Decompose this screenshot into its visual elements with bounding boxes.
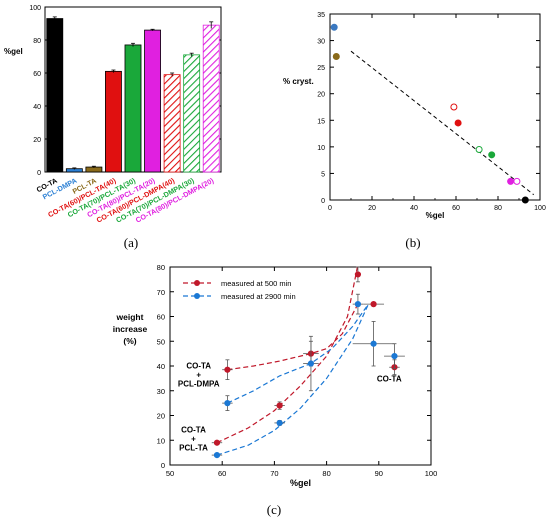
data-point: [332, 53, 340, 61]
legend-label: measured at 2900 min: [221, 292, 296, 301]
fit-curve: [227, 303, 359, 371]
x-tick-label: 40: [410, 205, 418, 212]
x-tick-label: 80: [322, 469, 330, 478]
data-point: [513, 177, 521, 185]
data-point: [391, 353, 398, 360]
data-point: [330, 23, 338, 31]
data-point: [475, 146, 483, 154]
y-axis-label: % cryst.: [283, 77, 314, 86]
y-tick-label: 5: [321, 171, 325, 178]
annotation-label: PCL-TA: [179, 444, 208, 453]
y-tick-label: 60: [157, 313, 165, 322]
data-point: [224, 400, 231, 407]
annotation-label: CO-TA: [377, 374, 402, 383]
data-point: [276, 419, 283, 427]
bar: [105, 70, 122, 173]
data-point: [307, 360, 315, 367]
y-tick-label: 20: [157, 412, 165, 421]
x-tick-label: 100: [425, 469, 438, 478]
data-point: [213, 439, 221, 446]
y-tick-label: 60: [33, 71, 41, 78]
y-tick-label: 40: [33, 104, 41, 111]
x-tick-label: 70: [270, 469, 278, 478]
data-point: [488, 151, 496, 159]
x-tick-label: 50: [166, 469, 174, 478]
data-point: [450, 103, 458, 111]
y-axis-label: weight: [116, 312, 144, 322]
legend-label: measured at 500 min: [221, 279, 291, 288]
x-axis-label: %gel: [290, 478, 311, 488]
y-tick-label: 50: [157, 337, 165, 346]
panel-b-caption: (b): [405, 235, 420, 250]
panel-b-scatter-chart: 0 5 10 15 20 25 30 35 0 20 40 60 80 100 % cryst. %gel: [283, 12, 546, 220]
fit-curve: [216, 303, 369, 456]
bar: [144, 29, 161, 173]
panel-a-bar-chart: 020406080100%gelCO-TAPCL-DMPAPCL-TACO-TA…: [4, 5, 222, 225]
y-tick-label: 35: [317, 12, 325, 19]
bar: [183, 54, 201, 173]
x-tick-label: 60: [218, 469, 226, 478]
annotation-label: CO-TA: [186, 361, 211, 370]
trend-line: [350, 50, 535, 196]
annotation-label: PCL-DMPA: [178, 379, 220, 388]
x-tick-label: 20: [368, 205, 376, 212]
y-axis-label: %gel: [4, 47, 23, 56]
fit-curve: [216, 264, 359, 444]
data-point: [507, 177, 515, 185]
y-tick-label: 40: [157, 362, 165, 371]
x-tick-label: 60: [452, 205, 460, 212]
data-point: [370, 301, 377, 308]
legend-marker: [194, 280, 200, 286]
data-point: [521, 196, 529, 204]
y-axis-label: increase: [113, 324, 148, 334]
annotation-label: CO-TA: [181, 426, 206, 435]
annotation-label: +: [191, 435, 196, 444]
y-tick-label: 30: [317, 39, 325, 46]
data-point: [370, 340, 377, 347]
data-point: [224, 366, 231, 373]
x-tick-label: 0: [328, 205, 332, 212]
bar: [202, 24, 220, 173]
y-tick-label: 30: [157, 387, 165, 396]
bar: [46, 18, 64, 173]
y-tick-label: 0: [37, 170, 41, 177]
y-tick-label: 0: [161, 461, 165, 470]
y-tick-label: 80: [157, 263, 165, 272]
x-tick-label: 100: [534, 205, 546, 212]
x-tick-label: 90: [375, 469, 383, 478]
y-tick-label: 25: [317, 65, 325, 72]
legend-marker: [194, 293, 200, 299]
y-tick-label: 20: [33, 137, 41, 144]
y-tick-label: 70: [157, 288, 165, 297]
y-tick-label: 100: [29, 5, 41, 12]
y-tick-label: 0: [321, 198, 325, 205]
data-point: [354, 301, 362, 308]
data-point: [213, 452, 221, 459]
panel-c-scatter-chart: 0 10 20 30 40 50 60 70 80 50 60 70 80 90 100 %gel weight…: [113, 263, 438, 488]
x-axis-label: %gel: [426, 211, 445, 220]
data-point: [454, 119, 462, 127]
y-axis-label: (%): [123, 336, 136, 346]
y-tick-label: 10: [317, 145, 325, 152]
bar: [124, 44, 142, 173]
y-tick-label: 15: [317, 118, 325, 125]
data-point: [354, 271, 362, 278]
annotation-label: +: [196, 370, 201, 379]
panel-a-caption: (a): [124, 235, 138, 250]
panel-c-caption: (c): [267, 502, 281, 517]
y-tick-label: 80: [33, 38, 41, 45]
y-tick-label: 10: [157, 436, 165, 445]
plot-frame: [329, 13, 541, 201]
data-point: [276, 402, 283, 409]
x-tick-label: 80: [494, 205, 502, 212]
y-tick-label: 20: [317, 92, 325, 99]
bar: [163, 74, 181, 173]
